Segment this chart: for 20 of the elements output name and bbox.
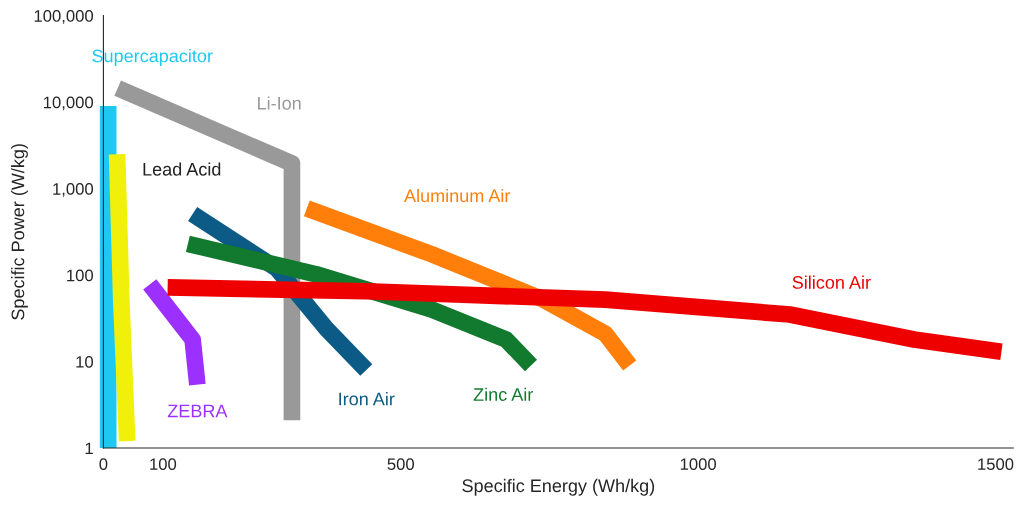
y-tick-label: 10 [76,355,94,368]
series-label: Li-Ion [258,96,301,110]
y-tick-label: 1 [85,442,93,455]
y-axis-title: Specific Power (W/kg) [11,144,28,320]
x-tick-label: 0 [99,458,108,471]
series-label: ZEBRA [167,404,228,418]
y-tick-label: 1,000 [53,183,94,197]
series-label: Silicon Air [792,275,871,289]
y-tick-label: 100 [67,269,94,282]
x-tick-label: 1000 [680,458,717,471]
x-axis-title: Specific Energy (Wh/kg) [462,478,655,496]
series-label: Zinc Air [473,387,534,401]
series-label: Lead Acid [143,162,221,176]
y-tick-label: 100,000 [34,10,94,24]
x-tick-label: 1500 [978,458,1014,471]
y-tick-label: 10,000 [43,96,94,111]
x-tick-label: 100 [150,458,177,471]
x-tick-label: 500 [387,458,415,471]
series-label: Iron Air [339,392,395,406]
text: Aluminum Air [404,188,511,203]
